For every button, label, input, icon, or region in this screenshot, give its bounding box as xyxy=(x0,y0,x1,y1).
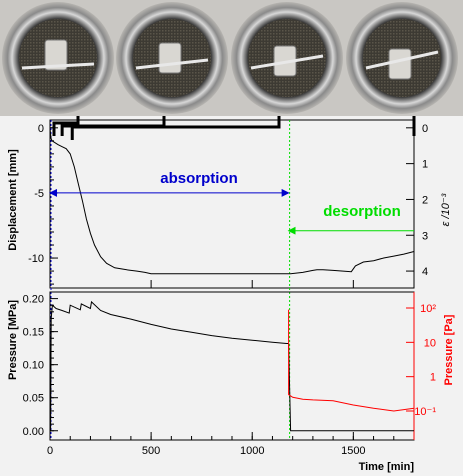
specimen-wire xyxy=(365,50,439,70)
pressure-pa-tick-label: 1 xyxy=(430,372,436,384)
pressure-tick-label: 0.15 xyxy=(23,327,44,339)
pressure-pa-line xyxy=(288,309,415,412)
photo-bracket-1 xyxy=(52,116,80,136)
time-tick-label: 500 xyxy=(142,445,160,457)
time-tick-label: 1000 xyxy=(240,445,264,457)
specimen-clamp xyxy=(388,48,412,80)
specimen-wire xyxy=(135,58,209,70)
pressure-tick-label: 0.10 xyxy=(23,360,44,372)
specimen-photo-3 xyxy=(231,2,343,114)
pressure-tick-label: 0.20 xyxy=(23,294,44,306)
pressure-mpa-axis-label: Pressure [MPa] xyxy=(7,300,19,380)
strain-tick-label: 1 xyxy=(422,159,428,171)
photo-bracket-3 xyxy=(70,116,281,140)
time-tick-label: 0 xyxy=(47,445,53,457)
specimen-photo-4 xyxy=(346,2,458,114)
pressure-tick-label: 0.00 xyxy=(23,426,44,438)
photo-strip xyxy=(0,0,463,116)
pressure-panel-background xyxy=(0,288,463,476)
specimen-photo-2 xyxy=(116,2,228,114)
strain-tick-label: 4 xyxy=(422,266,428,278)
pressure-pa-tick-label: 10 xyxy=(424,337,436,349)
time-axis-label: Time [min] xyxy=(359,461,415,473)
specimen-clamp xyxy=(158,42,182,74)
pressure-tick-label: 0.05 xyxy=(23,393,44,405)
displacement-plot-frame xyxy=(49,119,415,289)
displacement-tick-label: -10 xyxy=(28,253,44,265)
pressure-pa-axis-label: Pressure [Pa] xyxy=(443,314,455,385)
pressure-pa-tick-label: 10⁻¹ xyxy=(414,406,436,418)
displacement-plot: 0 -5 -10 0 1 2 3 4 xyxy=(28,116,428,440)
pressure-mpa-line xyxy=(50,300,414,432)
displacement-tick-label: 0 xyxy=(38,123,44,135)
specimen-wire xyxy=(250,54,324,70)
displacement-axis-label: Displacement [mm] xyxy=(7,149,19,251)
specimen-photo-1 xyxy=(2,2,114,114)
strain-tick-label: 3 xyxy=(422,230,428,242)
strain-tick-label: 0 xyxy=(422,123,428,135)
strain-axis-label: ε /10⁻³ xyxy=(440,193,452,226)
specimen-wire xyxy=(21,62,95,70)
displacement-panel-background xyxy=(0,116,463,288)
absorption-label: absorption xyxy=(160,170,238,187)
desorption-label: desorption xyxy=(323,203,401,220)
pressure-pa-tick-label: 10² xyxy=(420,303,436,315)
strain-tick-label: 2 xyxy=(422,194,428,206)
displacement-tick-label: -5 xyxy=(34,188,44,200)
displacement-line xyxy=(49,127,415,275)
pressure-plot: 0.20 0.15 0.10 0.05 0.000 500 1000 1500 10² 10 1 10… xyxy=(23,291,436,457)
time-tick-label: 1500 xyxy=(341,445,365,457)
specimen-clamp xyxy=(44,39,68,71)
